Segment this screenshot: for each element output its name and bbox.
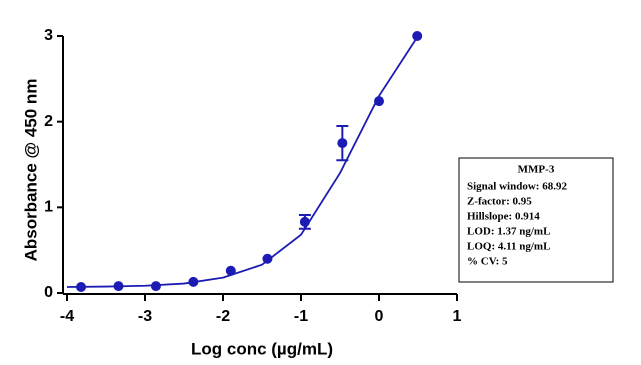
x-tick-label: 0 — [375, 308, 384, 325]
fit-curve — [66, 35, 419, 288]
x-tick-label: -1 — [294, 308, 308, 325]
data-point — [225, 265, 236, 276]
data-point — [412, 31, 423, 41]
annotation-line: Signal window: 68.92 — [467, 181, 567, 193]
x-tick-label: 1 — [453, 308, 462, 325]
data-point — [150, 281, 161, 292]
annotation-box — [458, 157, 614, 283]
annotation-line: Z-factor: 0.95 — [467, 196, 532, 208]
annotation-title: MMP-3 — [518, 164, 555, 176]
y-tick-label: 0 — [44, 284, 53, 301]
data-point — [76, 282, 87, 293]
y-axis-label: Absorbance @ 450 nm — [21, 79, 40, 262]
x-tick-label: -4 — [60, 308, 74, 325]
data-point — [374, 96, 384, 107]
x-tick-label: -3 — [138, 308, 152, 325]
annotation-line: LOQ: 4.11 ng/mL — [467, 241, 550, 253]
y-tick-label: 1 — [44, 199, 53, 216]
data-point — [262, 253, 273, 264]
data-point — [299, 216, 310, 227]
annotation-line: % CV: 5 — [467, 256, 508, 268]
x-axis-label: Log conc (µg/mL) — [191, 339, 333, 358]
y-tick-label: 2 — [44, 113, 53, 130]
annotation-line: LOD: 1.37 ng/mL — [467, 226, 550, 238]
annotation-line: Hillslope: 0.914 — [467, 211, 540, 223]
data-point — [337, 138, 348, 149]
y-tick-label: 3 — [44, 27, 53, 44]
data-point — [113, 281, 124, 292]
data-point — [188, 276, 199, 287]
x-tick-label: -2 — [216, 308, 230, 325]
